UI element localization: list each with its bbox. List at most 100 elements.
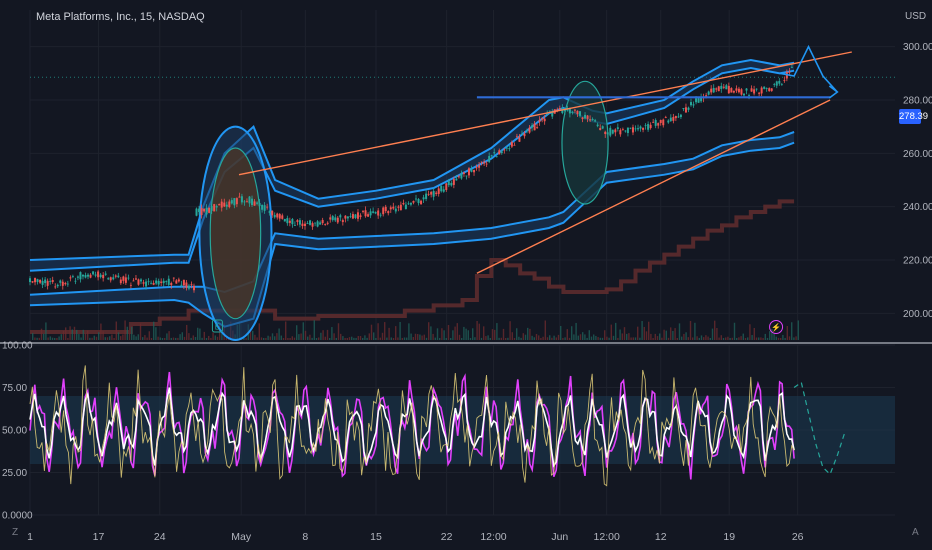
volume-bar <box>793 337 795 340</box>
candle-body <box>97 271 100 278</box>
symbol-title[interactable]: Meta Platforms, Inc., 15, NASDAQ <box>36 11 205 23</box>
candle-body <box>541 118 544 120</box>
volume-bar <box>320 332 322 340</box>
candle-body <box>346 216 349 219</box>
candle-body <box>102 274 105 279</box>
candle-body <box>589 119 592 121</box>
candle-body <box>349 216 352 218</box>
candle-body <box>64 283 67 285</box>
time-axis-label: 15 <box>370 531 382 543</box>
volume-bar <box>617 337 619 340</box>
volume-bar <box>648 321 650 340</box>
volume-bar <box>467 330 469 340</box>
volume-bar <box>95 336 98 340</box>
candle-body <box>662 119 665 126</box>
oscillator-projection <box>793 381 846 476</box>
candle-body <box>563 109 566 112</box>
volume-bar <box>577 335 579 340</box>
volume-bar <box>606 336 608 340</box>
candle-body <box>225 204 228 207</box>
volume-bar <box>615 322 617 340</box>
volume-bar <box>87 330 89 340</box>
zoom-reset-icon[interactable]: Z <box>12 527 19 538</box>
volume-bar <box>593 334 595 340</box>
trend-line-0 <box>238 51 852 176</box>
candle-body <box>309 220 312 225</box>
candle-body <box>150 282 153 284</box>
trend-drawings[interactable] <box>238 44 852 274</box>
volume-bar <box>353 337 355 340</box>
volume-bar <box>269 336 271 340</box>
volume-bar <box>674 328 676 340</box>
candle-body <box>190 283 193 285</box>
volume-bar <box>520 337 522 340</box>
candle-body <box>205 207 208 215</box>
volume-bar <box>476 321 478 340</box>
earnings-marker <box>211 319 223 333</box>
candle-body <box>34 277 37 283</box>
volume-bar <box>639 337 641 340</box>
volume-bar <box>377 323 379 340</box>
volume-bar <box>447 324 450 340</box>
volume-bar <box>225 337 227 340</box>
candle-body <box>710 88 713 93</box>
volume-bar <box>203 331 205 340</box>
time-axis-label: Jun <box>551 531 568 543</box>
candle-body <box>66 283 69 285</box>
candle-body <box>697 98 700 103</box>
volume-bar <box>782 334 784 340</box>
volume-bar <box>527 327 529 340</box>
volume-bar <box>190 337 192 340</box>
candle-body <box>435 192 438 194</box>
candle-body <box>372 211 375 213</box>
volume-bar <box>505 337 507 340</box>
candle-body <box>39 279 42 283</box>
candle-body <box>291 218 294 225</box>
volume-bar <box>56 337 58 340</box>
volume-bar <box>425 337 428 340</box>
candle-body <box>460 173 463 179</box>
volume-bar <box>586 337 588 340</box>
candle-body <box>341 220 344 223</box>
volume-bar <box>298 334 300 340</box>
candle-body <box>177 279 180 282</box>
candle-body <box>768 88 771 92</box>
volume-bar <box>278 328 280 340</box>
auto-scale-icon[interactable]: A <box>912 527 919 538</box>
volume-bar <box>399 321 401 340</box>
candle-body <box>94 274 97 276</box>
volume-bar <box>742 333 744 340</box>
volume-bar <box>164 337 166 340</box>
volume-bar <box>126 326 128 340</box>
candle-body <box>326 222 329 224</box>
volume-bar <box>142 337 144 340</box>
volume-bar <box>340 333 342 340</box>
volume-bar <box>590 336 593 340</box>
volume-bar <box>487 335 489 340</box>
candle-body <box>339 215 342 218</box>
ellipse-drawings[interactable] <box>198 80 609 341</box>
volume-bar <box>518 336 520 340</box>
candle-body <box>422 197 425 200</box>
volume-bar <box>128 333 131 340</box>
volume-bar <box>274 336 276 340</box>
candle-body <box>758 92 761 94</box>
volume-bar <box>491 329 494 340</box>
volume-bar <box>544 320 546 340</box>
volume-bar <box>650 333 652 340</box>
candle-body <box>87 274 90 277</box>
volume-bar <box>575 322 577 340</box>
candle-body <box>377 210 380 216</box>
candle-body <box>725 85 728 90</box>
volume-bar <box>434 337 436 340</box>
candle-body <box>256 202 259 204</box>
oscillator-axis-label: 100.00 <box>2 341 33 352</box>
candle-body <box>503 149 506 151</box>
candle-body <box>276 213 279 218</box>
volume-bar <box>755 337 758 340</box>
volume-bar <box>386 337 388 340</box>
candle-body <box>354 214 357 218</box>
volume-bar <box>210 337 212 340</box>
volume-bar <box>324 336 326 340</box>
